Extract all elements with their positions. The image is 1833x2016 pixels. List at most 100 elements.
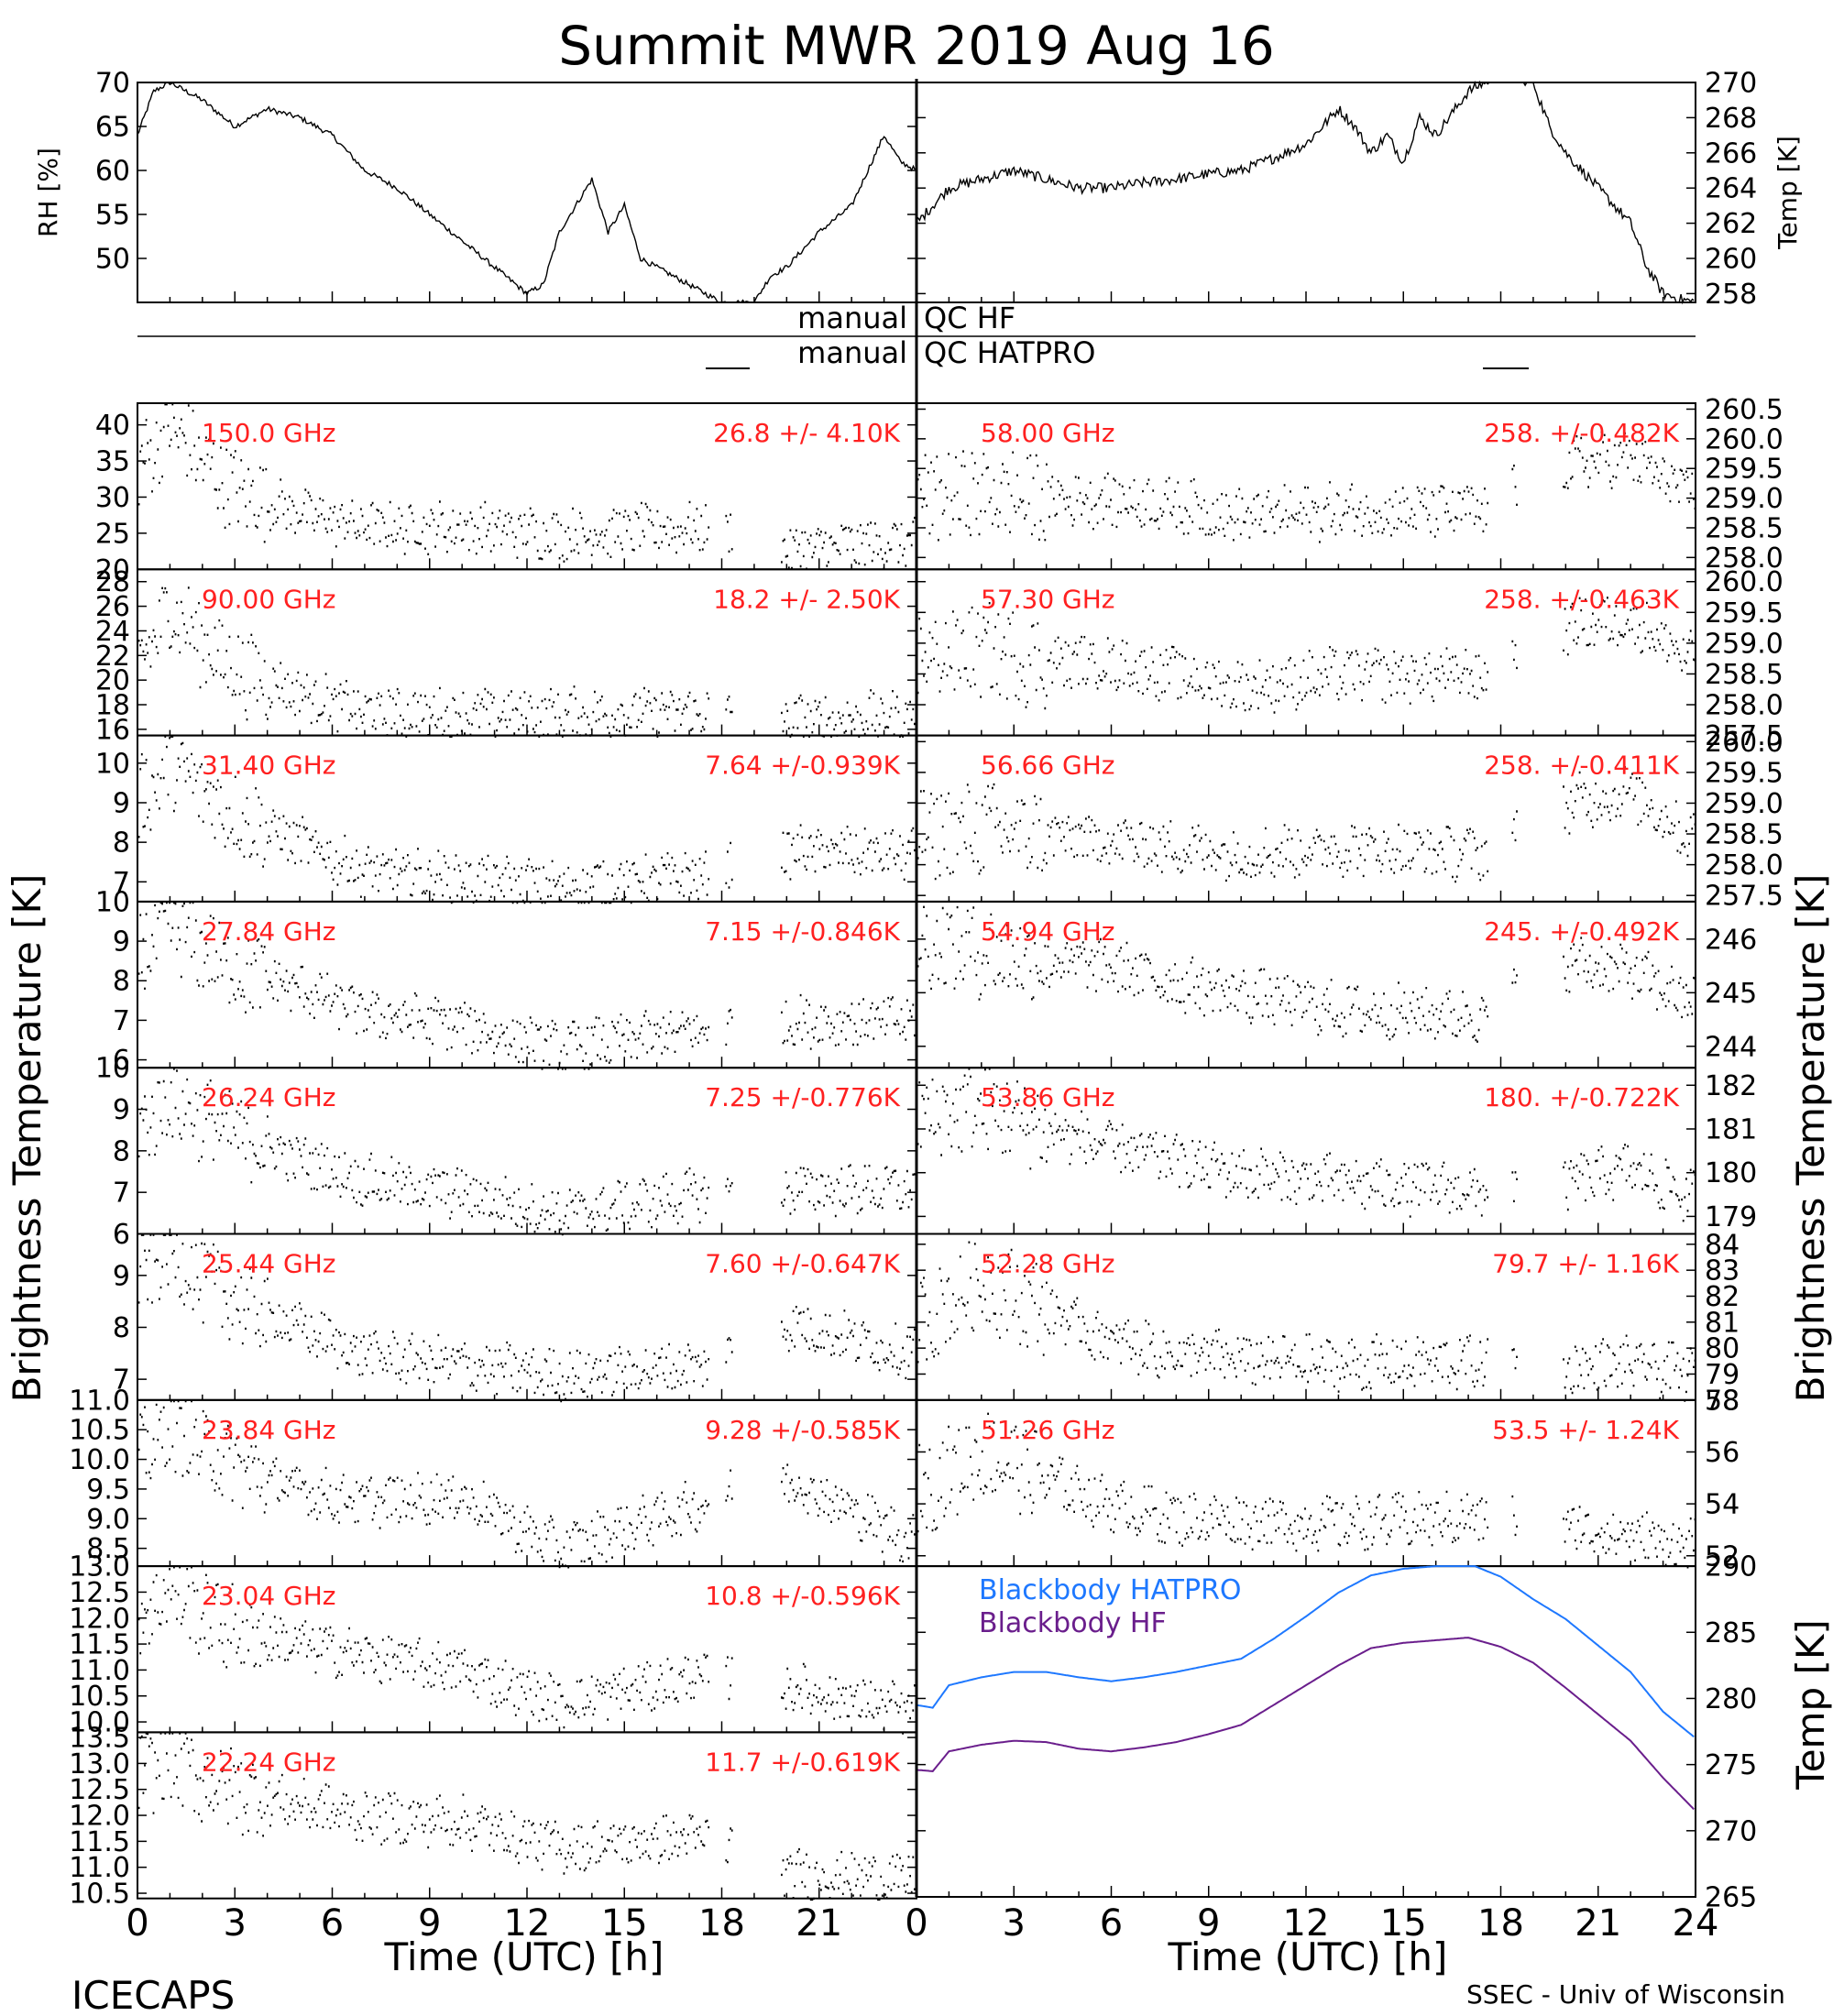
x-axes: 0 3 6 9 12 15 18 21 0 3 6 9 12 15 18 21 24: [126, 1902, 1718, 1945]
hf-3-stat-label: 7.64 +/-0.939K: [705, 751, 900, 781]
hf-2-ytick-label: 24: [95, 616, 130, 648]
hat-1-ytick-label: 260.0: [1705, 423, 1784, 455]
temp-axis-label: Temp [K]: [1773, 136, 1803, 250]
hat-6-stat-label: 79.7 +/- 1.16K: [1492, 1249, 1679, 1279]
hf-2-ytick-label: 20: [95, 665, 130, 697]
rh-ytick-label: 50: [95, 244, 130, 276]
hat-3-ytick-label: 259.0: [1705, 788, 1784, 820]
rh-ytick-label: 65: [95, 112, 130, 144]
legend-blackbody-hf: Blackbody HF: [979, 1607, 1167, 1639]
hat-3-ytick-label: 258.5: [1705, 819, 1784, 851]
hf-2-ytick-label: 16: [95, 714, 130, 746]
hat-6-frequency-label: 52.28 GHz: [981, 1249, 1115, 1279]
x-tick-label-left: 21: [796, 1902, 842, 1945]
hat-7-frequency-label: 51.26 GHz: [981, 1415, 1115, 1445]
hf-2-ytick-label: 26: [95, 591, 130, 623]
hf-7-ytick-label: 11.0: [69, 1385, 130, 1417]
brightness-temperature-label-left: Brightness Temperature [K]: [5, 874, 49, 1403]
temp-ytick-label: 268: [1705, 103, 1757, 135]
hf-7-ytick-label: 10.0: [69, 1444, 130, 1476]
x-tick-label-right: 0: [905, 1902, 927, 1945]
hf-1-ytick-label: 35: [95, 446, 130, 478]
hat-5-ytick-label: 179: [1705, 1201, 1757, 1233]
x-tick-label-left: 18: [698, 1902, 745, 1945]
x-tick-label-right: 15: [1380, 1902, 1427, 1945]
qc-hatpro-right-label: QC HATPRO: [924, 335, 1095, 370]
hat-6-ytick-label: 80: [1705, 1333, 1740, 1365]
hf-9-ytick-label: 12.5: [69, 1774, 130, 1806]
hf-3-frequency-label: 31.40 GHz: [202, 751, 336, 781]
hat-5-ytick-label: 182: [1705, 1070, 1757, 1102]
hat-6-ytick-label: 78: [1705, 1385, 1740, 1417]
hat-3-ytick-label: 260.0: [1705, 727, 1784, 759]
hat-7-ytick-label: 58: [1705, 1385, 1740, 1417]
hf-8-ytick-label: 12.0: [69, 1603, 130, 1635]
hat-2-ytick-label: 258.0: [1705, 690, 1784, 722]
x-tick-label-left: 15: [601, 1902, 648, 1945]
blackbody-ytick-label: 290: [1705, 1551, 1757, 1583]
hf-7-frequency-label: 23.84 GHz: [202, 1415, 336, 1445]
hat-1-ytick-label: 259.0: [1705, 483, 1784, 515]
hf-1-ytick-label: 40: [95, 410, 130, 442]
qc-hatpro-left-label: manual: [797, 335, 907, 370]
qc-strip: manual QC HF manual QC HATPRO: [137, 301, 1696, 370]
blackbody-axis-label: Temp [K]: [1788, 1619, 1833, 1791]
hf-1-ytick-label: 30: [95, 482, 130, 514]
hf-3-ytick-label: 7: [113, 867, 130, 899]
hf-6-ytick-label: 9: [113, 1260, 130, 1292]
hat-5-ytick-label: 181: [1705, 1113, 1757, 1145]
hat-3-ytick-label: 259.5: [1705, 757, 1784, 789]
hat-2-ytick-label: 259.5: [1705, 597, 1784, 630]
hf-4-ytick-label: 9: [113, 926, 130, 959]
hat-2-stat-label: 258. +/-0.463K: [1484, 584, 1679, 614]
hf-6-frequency-label: 25.44 GHz: [202, 1249, 336, 1279]
hat-5-stat-label: 180. +/-0.722K: [1484, 1082, 1679, 1112]
hat-4-stat-label: 245. +/-0.492K: [1484, 916, 1679, 947]
temp-ytick-label: 262: [1705, 208, 1757, 240]
hf-2-stat-label: 18.2 +/- 2.50K: [713, 584, 900, 614]
hat-4-ytick-label: 245: [1705, 978, 1757, 1010]
hf-9-ytick-label: 13.0: [69, 1748, 130, 1780]
hf-9-ytick-label: 10.5: [69, 1879, 130, 1911]
x-tick-label-right: 12: [1283, 1902, 1330, 1945]
hf-4-ytick-label: 10: [95, 886, 130, 918]
hat-1-ytick-label: 259.5: [1705, 454, 1784, 486]
hf-1-ytick-label: 20: [95, 554, 130, 586]
x-tick-label-right: 24: [1673, 1902, 1719, 1945]
hat-5-frequency-label: 53.86 GHz: [981, 1082, 1115, 1112]
hf-8-stat-label: 10.8 +/-0.596K: [705, 1581, 900, 1611]
hat-6-data-points: [916, 1241, 1696, 1402]
hat-4-frequency-label: 54.94 GHz: [981, 916, 1115, 947]
hat-3-frequency-label: 56.66 GHz: [981, 751, 1115, 781]
x-tick-label-left: 0: [126, 1902, 148, 1945]
hf-3-ytick-label: 9: [113, 787, 130, 819]
hat-7-ytick-label: 54: [1705, 1489, 1740, 1521]
hat-3-stat-label: 258. +/-0.411K: [1484, 751, 1679, 781]
x-tick-label-left: 3: [224, 1902, 247, 1945]
temp-frame: [916, 82, 1696, 303]
temp-ytick-label: 270: [1705, 68, 1757, 100]
legend-blackbody-hatpro: Blackbody HATPRO: [979, 1574, 1242, 1606]
hf-9-ytick-label: 12.0: [69, 1801, 130, 1833]
hat-7-data-points: [916, 1412, 1696, 1569]
hf-8-ytick-label: 10.5: [69, 1681, 130, 1713]
hat-3-data-points: [916, 766, 1696, 883]
hf-6-ytick-label: 7: [113, 1364, 130, 1397]
hat-2-ytick-label: 260.0: [1705, 566, 1784, 598]
hf-1-stat-label: 26.8 +/- 4.10K: [713, 418, 900, 448]
temp-ytick-label: 260: [1705, 244, 1757, 276]
hf-4-ytick-label: 7: [113, 1005, 130, 1037]
hf-6-stat-label: 7.60 +/-0.647K: [705, 1249, 900, 1279]
hf-8-ytick-label: 13.0: [69, 1551, 130, 1583]
hat-7-ytick-label: 52: [1705, 1540, 1740, 1572]
hat-3-ytick-label: 257.5: [1705, 881, 1784, 913]
hf-5-ytick-label: 6: [113, 1219, 130, 1251]
hat-7-stat-label: 53.5 +/- 1.24K: [1492, 1415, 1679, 1445]
hf-4-ytick-label: 8: [113, 966, 130, 998]
hf-3-ytick-label: 8: [113, 827, 130, 860]
x-tick-label-left: 9: [418, 1902, 441, 1945]
hf-9-ytick-label: 11.0: [69, 1852, 130, 1884]
hf-7-stat-label: 9.28 +/-0.585K: [705, 1415, 900, 1445]
